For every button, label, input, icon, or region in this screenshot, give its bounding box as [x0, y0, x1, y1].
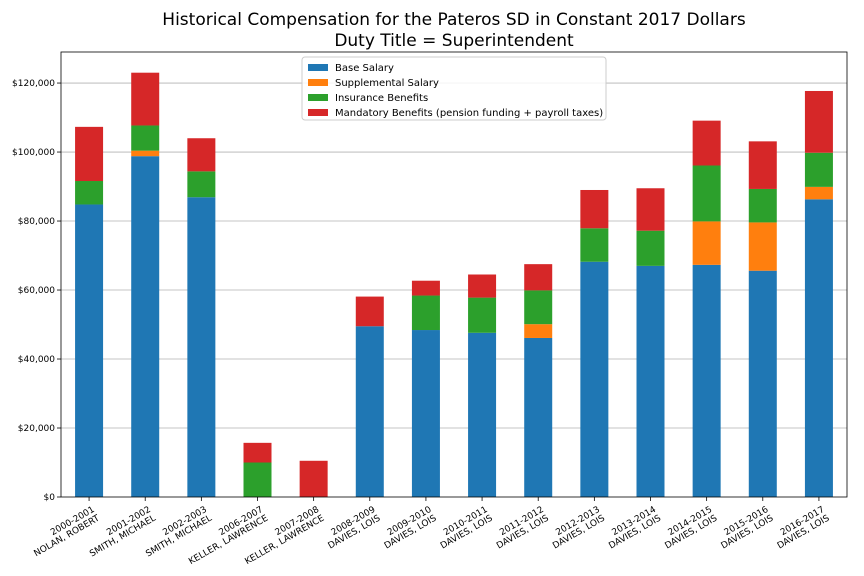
x-axis-ticks: 2000-2001NOLAN, ROBERT 2001-2002SMITH, MI…: [33, 497, 832, 567]
x-tick-label: 2012-2013DAVIES, LOIS: [546, 505, 607, 552]
bar-segment-supplemental: [748, 222, 777, 271]
x-tick-label: 2015-2016DAVIES, LOIS: [715, 505, 776, 552]
bar-segment-mandatory: [748, 141, 777, 189]
bar-segment-base: [411, 330, 440, 497]
x-tick-label: 2013-2014DAVIES, LOIS: [602, 505, 663, 552]
bar-segment-insurance: [243, 462, 272, 497]
bar-segment-supplemental: [804, 186, 833, 200]
bar-segment-insurance: [636, 230, 665, 266]
bar-segment-base: [804, 199, 833, 497]
legend-swatch: [308, 109, 328, 116]
axes: [60, 51, 848, 498]
y-tick-label: $120,000: [12, 79, 55, 89]
y-tick-label: $40,000: [18, 355, 55, 365]
legend-swatch: [308, 64, 328, 71]
x-tick-label: 2009-2010DAVIES, LOIS: [378, 505, 439, 552]
bar-segment-insurance: [187, 171, 216, 198]
bar-segment-mandatory: [299, 460, 328, 497]
bar-segment-insurance: [411, 295, 440, 331]
plot-frame: [60, 51, 848, 498]
legend-label: Mandatory Benefits (pension funding + pa…: [335, 108, 603, 119]
x-tick-label: 2010-2011DAVIES, LOIS: [434, 505, 495, 552]
legend-box: [301, 56, 607, 121]
y-tick-label: $100,000: [12, 148, 55, 158]
bar-segment-base: [355, 326, 384, 497]
bar-segment-insurance: [692, 165, 721, 222]
bar-segment-mandatory: [131, 72, 160, 126]
bar-segment-supplemental: [524, 324, 553, 338]
bar-segment-mandatory: [524, 264, 553, 291]
bar-segment-mandatory: [187, 138, 216, 172]
bar-segment-mandatory: [411, 280, 440, 296]
bar-segment-mandatory: [243, 442, 272, 463]
bar-segment-supplemental: [692, 221, 721, 265]
bar-segment-mandatory: [636, 188, 665, 231]
bar-segment-mandatory: [468, 274, 497, 298]
legend: Base Salary Supplemental Salary Insurance …: [301, 56, 607, 121]
y-axis-ticks: $0 $20,000 $40,000 $60,000 $80,000 $100,000 $1…: [12, 79, 61, 503]
bar-segment-mandatory: [692, 120, 721, 166]
legend-label: Insurance Benefits: [335, 93, 428, 104]
bar-segment-base: [524, 337, 553, 497]
bar-segment-base: [131, 156, 160, 498]
y-tick-label: $60,000: [18, 286, 55, 296]
bar-segment-mandatory: [75, 126, 104, 182]
bar-segment-insurance: [804, 152, 833, 187]
x-tick-label: 2016-2017DAVIES, LOIS: [771, 505, 832, 552]
bar-segment-base: [75, 204, 104, 497]
bar-segment-base: [748, 270, 777, 497]
bar-segment-insurance: [748, 188, 777, 223]
bar-segment-insurance: [468, 297, 497, 333]
bar-segment-base: [468, 332, 497, 497]
bar-segment-insurance: [131, 125, 160, 151]
legend-swatch: [308, 79, 328, 86]
legend-swatch: [308, 94, 328, 101]
gridlines: [61, 82, 847, 429]
x-tick-label: 2008-2009DAVIES, LOIS: [322, 505, 383, 552]
bar-segment-insurance: [75, 181, 104, 205]
bar-segment-insurance: [580, 228, 609, 262]
y-tick-label: $0: [44, 493, 56, 503]
bar-segment-base: [692, 264, 721, 497]
x-tick-label: 2014-2015DAVIES, LOIS: [659, 505, 720, 552]
legend-label: Supplemental Salary: [335, 78, 439, 89]
y-tick-label: $20,000: [18, 424, 55, 434]
bar-segment-base: [636, 265, 665, 497]
bar-segment-mandatory: [355, 296, 384, 327]
x-tick-label: 2011-2012DAVIES, LOIS: [490, 505, 551, 552]
bar-segment-insurance: [524, 290, 553, 325]
bar-segment-base: [580, 261, 609, 497]
chart-subtitle: Duty Title = Superintendent: [334, 31, 574, 51]
bars: [75, 72, 833, 498]
y-tick-label: $80,000: [18, 217, 55, 227]
chart-title: Historical Compensation for the Pateros …: [162, 10, 746, 30]
bar-segment-base: [187, 197, 216, 497]
bar-segment-mandatory: [804, 90, 833, 153]
bar-segment-supplemental: [131, 150, 160, 157]
legend-label: Base Salary: [335, 63, 394, 74]
bar-segment-mandatory: [580, 189, 609, 229]
